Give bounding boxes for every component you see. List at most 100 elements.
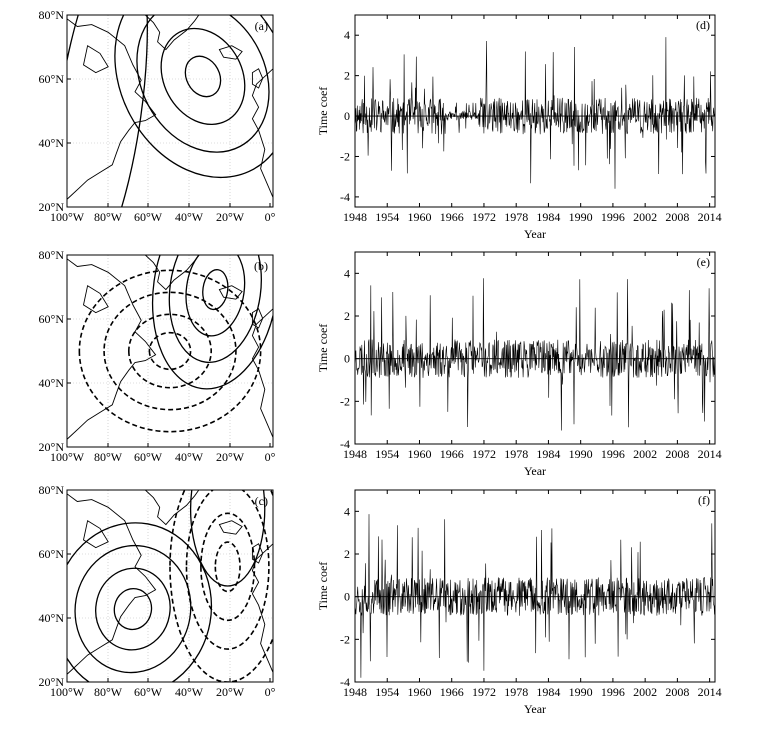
x-tick-label: 1990 [569,447,593,461]
contour-a-0-2 [136,15,270,153]
contour-b-0-2 [168,255,262,363]
x-tick-label: 1948 [343,210,367,224]
x-tick-label: 1966 [440,210,464,224]
x-tick-label: 1990 [569,685,593,699]
map-lon-tick-label: 20°W [216,450,245,464]
contour-b-0-0 [202,269,229,311]
map-lat-tick-label: 80°N [39,8,65,22]
coast-europe [251,308,273,438]
y-tick-label: 0 [344,109,350,123]
coast-europe [251,543,273,673]
series-line [355,514,715,678]
coast-iceland [218,285,243,300]
y-tick-label: -4 [340,675,350,689]
x-tick-label: 1954 [375,685,399,699]
contour-b-1-0 [148,331,192,371]
map-panel-b: (b) 100°W 80°W 60°W 40°W 20°W 0° 80°N 60°N 40°N 20… [39,248,276,464]
map-lon-tick-label: 40°W [175,685,204,699]
x-tick-label: 2008 [665,685,689,699]
contour-a-0-3 [114,15,273,178]
contour-c-0-0 [113,587,153,631]
map-lon-tick-label: 80°W [94,210,123,224]
x-tick-label: 1966 [440,685,464,699]
plot-panel-label: (d) [696,18,710,32]
coast-north-america [67,18,157,200]
contour-a-0-0 [184,55,222,98]
map-lat-tick-label: 60°N [39,72,65,86]
x-tick-label: 1990 [569,210,593,224]
contour-b-0-1 [185,255,246,337]
map-lat-tick-label: 20°N [39,200,65,214]
coast-britain [251,68,264,89]
coast-north-america [67,258,157,440]
y-axis-label: Time coef [316,87,330,136]
y-tick-label: 0 [344,590,350,604]
contour-c-1-2 [185,490,270,650]
map-panel-a: (a) 100°W 80°W 60°W 40°W 20°W 0° 80°N 60°N 40°N 20… [39,8,276,224]
map-panel-label: (a) [255,19,268,33]
contour-b-1-3 [78,269,262,433]
coast-britain [251,543,264,564]
x-tick-label: 2014 [698,685,722,699]
coast-greenland [144,490,200,526]
map-frame [66,254,274,448]
x-tick-label: 1972 [472,685,496,699]
contour-b-1-1 [127,313,213,389]
map-lon-tick-label: 40°W [175,210,204,224]
y-tick-label: 2 [344,309,350,323]
map-lat-tick-label: 60°N [39,547,65,561]
map-lat-tick-label: 60°N [39,312,65,326]
x-tick-label: 1960 [407,447,431,461]
y-tick-label: -2 [340,632,350,646]
y-tick-label: 2 [344,547,350,561]
contour-a-0-1 [160,27,246,126]
plot-frame [354,489,716,683]
x-tick-label: 2008 [665,210,689,224]
map-lat-tick-label: 40°N [39,136,65,150]
x-tick-label: 1978 [504,210,528,224]
y-tick-label: 4 [344,504,350,518]
map-lon-tick-label: 20°W [216,210,245,224]
coast-hudson-bay [82,284,109,314]
map-lon-tick-label: 60°W [134,450,163,464]
map-lat-tick-label: 20°N [39,675,65,689]
map-lon-tick-label: 80°W [94,450,123,464]
map-lat-tick-label: 80°N [39,483,65,497]
x-tick-label: 1996 [601,685,625,699]
x-tick-label: 1984 [536,447,560,461]
x-tick-label: 1960 [407,210,431,224]
y-axis-label: Time coef [316,562,330,611]
map-panel-c: (c) 100°W 80°W 60°W 40°W 20°W 0° 80°N 60°N 40°N 20… [39,483,276,699]
map-contents [67,255,273,447]
contour-c-0-3 [67,522,213,682]
map-lon-tick-label: 60°W [134,685,163,699]
contour-b-0-3 [151,255,273,390]
x-tick-label: 2002 [633,210,657,224]
map-contents [67,490,273,682]
timeseries-panel-2: -4 -2 0 2 4 1948 1954 1960 1966 1972 1978 1984 1990 1… [316,251,722,478]
x-tick-label: 2014 [698,447,722,461]
x-tick-label: 1984 [536,210,560,224]
x-tick-label: 1948 [343,447,367,461]
map-background [67,15,273,207]
y-tick-label: -2 [340,149,350,163]
coast-greenland [144,255,200,291]
coast-hudson-bay [82,519,109,549]
contour-a-1-0 [67,15,148,207]
x-axis-label: Year [524,227,546,241]
x-tick-label: 1972 [472,210,496,224]
y-tick-label: 4 [344,266,350,280]
x-tick-label: 1960 [407,685,431,699]
timeseries-panel-1: -4 -2 0 2 4 1948 1954 1960 1966 1972 1978 1984 1990 1… [316,14,722,241]
timeseries-panel-3: -4 -2 0 2 4 1948 1954 1960 1966 1972 1978 1984 1990 1… [316,489,722,716]
y-tick-label: -2 [340,394,350,408]
series-line [355,37,715,189]
map-lon-tick-label: 0° [265,210,276,224]
contour-c-1-0 [214,541,241,593]
x-tick-label: 1996 [601,447,625,461]
coast-greenland [144,15,200,51]
map-panel-label: (c) [255,494,268,508]
map-lon-tick-label: 0° [265,685,276,699]
x-tick-label: 1948 [343,685,367,699]
